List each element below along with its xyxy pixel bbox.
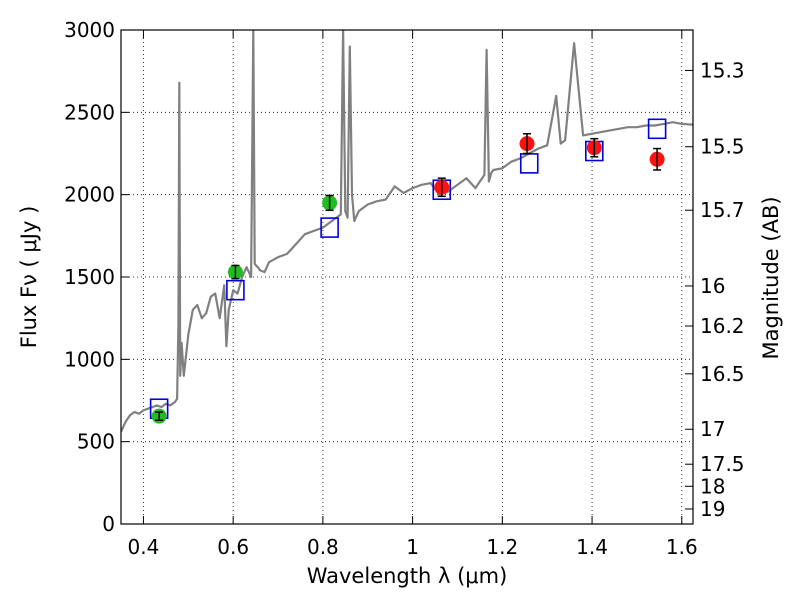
x-tick-label: 1 — [406, 535, 419, 559]
mag-tick-label: 16.5 — [700, 362, 745, 386]
synthetic-square-marker — [226, 279, 245, 301]
y-tick-label: 2000 — [64, 183, 115, 207]
y-tick-label: 1000 — [64, 347, 115, 371]
mag-tick-label: 15.3 — [700, 58, 745, 82]
mag-tick-label: 17.5 — [700, 452, 745, 476]
mag-tick-label: 15.7 — [700, 198, 745, 222]
x-tick-label: 0.4 — [128, 535, 160, 559]
mag-tick-label: 18 — [700, 474, 725, 498]
mag-tick-label: 17 — [700, 417, 725, 441]
grid — [121, 30, 693, 524]
mag-tick-label: 15.5 — [700, 135, 745, 159]
x-axis-label: Wavelength λ (μm) — [307, 564, 508, 588]
y-tick-label: 1500 — [64, 265, 115, 289]
axis-ticks: 0.4 0.6 0.8 1 1.2 1.4 1.6 0 500 1000 1500 2000 2500 3… — [64, 18, 744, 559]
y-tick-label: 0 — [102, 512, 115, 536]
y-tick-label: 3000 — [64, 18, 115, 42]
y-tick-label: 2500 — [64, 100, 115, 124]
synthetic-square-marker — [320, 217, 339, 238]
y-axis-label: Flux Fν ( μJy ) — [17, 206, 41, 349]
y-tick-label: 500 — [77, 430, 115, 454]
x-tick-label: 1.6 — [666, 535, 698, 559]
mag-tick-label: 19 — [700, 497, 725, 521]
x-tick-label: 1.4 — [576, 535, 608, 559]
x-tick-label: 0.6 — [217, 535, 249, 559]
x-tick-label: 0.8 — [307, 535, 339, 559]
marker-layer — [149, 118, 667, 424]
mag-tick-label: 16 — [700, 274, 725, 298]
mag-tick-label: 16.2 — [700, 314, 745, 338]
x-tick-label: 1.2 — [486, 535, 518, 559]
right-axis-label: Magnitude (AB) — [759, 196, 783, 359]
synthetic-square-marker — [647, 118, 667, 140]
